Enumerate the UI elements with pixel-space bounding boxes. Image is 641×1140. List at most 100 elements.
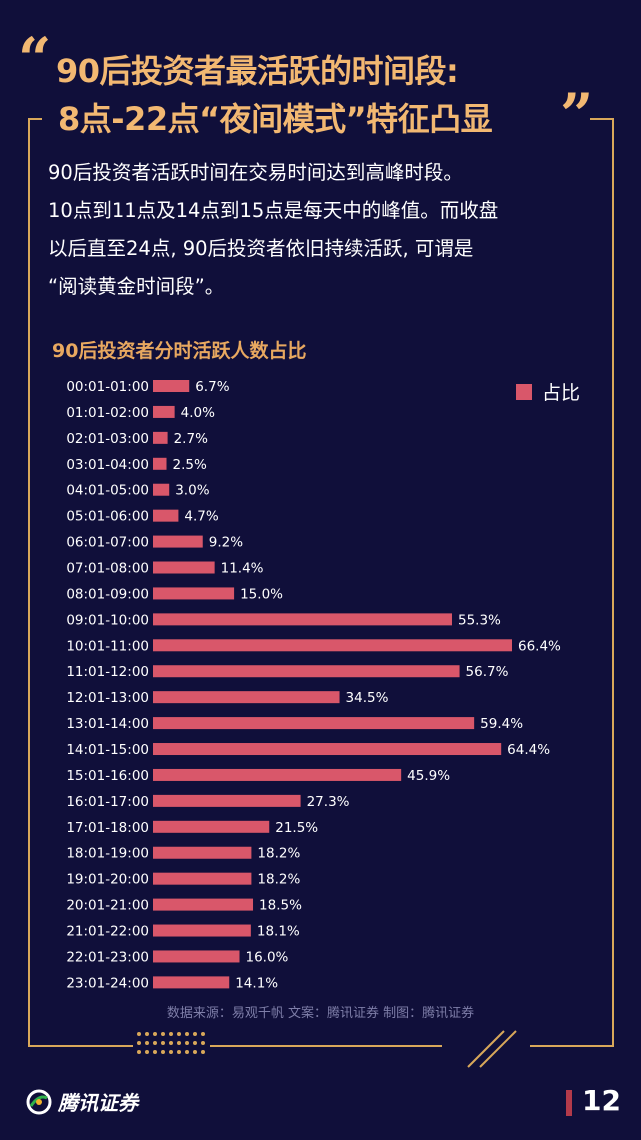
category-label: 11:01-12:00	[66, 664, 149, 680]
title-line-2: 8点-22点“夜间模式”特征凸显	[58, 100, 493, 138]
logo-text: 腾讯证券	[58, 1091, 138, 1115]
description-line: “阅读黄金时间段”。	[48, 275, 225, 298]
category-label: 00:01-01:00	[66, 379, 149, 395]
data-label: 6.7%	[195, 379, 229, 395]
category-label: 03:01-04:00	[66, 457, 149, 473]
bar	[153, 768, 402, 781]
bar	[153, 561, 215, 574]
category-label: 23:01-24:00	[66, 975, 149, 990]
data-label: 4.7%	[184, 509, 218, 525]
category-label: 13:01-14:00	[66, 716, 149, 732]
data-source: 数据来源：易观千帆 文案：腾讯证券 制图：腾讯证券	[166, 1006, 475, 1021]
bar	[153, 820, 270, 833]
data-label: 18.2%	[257, 846, 300, 862]
bar	[153, 483, 170, 496]
category-label: 17:01-18:00	[66, 820, 149, 836]
bar	[153, 380, 190, 392]
bar	[153, 743, 502, 756]
bar	[153, 872, 252, 885]
data-label: 55.3%	[458, 612, 501, 628]
frame-bottom-mid	[210, 1045, 442, 1047]
bar	[153, 457, 167, 470]
tencent-securities-logo-icon	[26, 1089, 52, 1114]
open-quote-mark: “	[18, 25, 52, 93]
bar	[153, 717, 475, 730]
bar	[153, 535, 203, 548]
data-label: 2.7%	[174, 431, 208, 447]
data-label: 4.0%	[181, 405, 215, 421]
category-label: 19:01-20:00	[66, 872, 149, 888]
data-label: 2.5%	[173, 457, 207, 473]
page-number-bar	[566, 1090, 572, 1116]
bar	[153, 405, 175, 418]
chart-title: 90后投资者分时活跃人数占比	[52, 340, 307, 362]
data-label: 66.4%	[518, 638, 561, 654]
bar	[153, 898, 254, 911]
description: 90后投资者活跃时间在交易时间达到高峰时段。 10点到11点及14点到15点是每…	[48, 154, 608, 306]
frame-bottom-right	[530, 1045, 614, 1047]
frame-top-left	[28, 118, 42, 120]
category-label: 08:01-09:00	[66, 586, 149, 602]
description-line: 90后投资者活跃时间在交易时间达到高峰时段。	[48, 161, 463, 184]
bar	[153, 665, 460, 678]
slash-decoration	[467, 1030, 517, 1068]
bar	[153, 431, 168, 444]
category-label: 16:01-17:00	[66, 794, 149, 810]
data-label: 18.2%	[257, 872, 300, 888]
category-label: 10:01-11:00	[66, 638, 149, 654]
data-label: 11.4%	[221, 561, 264, 577]
data-label: 14.1%	[235, 975, 278, 990]
data-label: 3.0%	[175, 483, 209, 499]
data-label: 27.3%	[307, 794, 350, 810]
brand-logo: 腾讯证券	[26, 1087, 138, 1116]
data-label: 64.4%	[507, 742, 550, 758]
data-label: 15.0%	[240, 586, 283, 602]
category-label: 14:01-15:00	[66, 742, 149, 758]
description-line: 10点到11点及14点到15点是每天中的峰值。而收盘	[48, 199, 499, 222]
legend-label: 占比	[542, 382, 581, 404]
close-quote-mark: ”	[560, 81, 594, 149]
category-label: 07:01-08:00	[66, 561, 149, 577]
frame-left	[28, 118, 30, 1045]
bar	[153, 639, 512, 652]
bar	[153, 691, 340, 704]
frame-bottom-left	[28, 1045, 133, 1047]
category-label: 21:01-22:00	[66, 924, 149, 940]
data-label: 59.4%	[480, 716, 523, 732]
data-label: 56.7%	[466, 664, 509, 680]
page-number: 12	[582, 1084, 621, 1117]
data-label: 16.0%	[246, 949, 289, 965]
data-label: 45.9%	[407, 768, 450, 784]
bar	[153, 587, 235, 600]
data-label: 18.5%	[259, 898, 302, 914]
data-label: 21.5%	[275, 820, 318, 836]
description-line: 以后直至24点, 90后投资者依旧持续活跃, 可谓是	[48, 237, 474, 260]
category-label: 22:01-23:00	[66, 949, 149, 965]
bar	[153, 924, 251, 937]
bar	[153, 976, 230, 989]
bar	[153, 509, 179, 522]
category-label: 01:01-02:00	[66, 405, 149, 421]
bar	[153, 613, 452, 626]
category-label: 04:01-05:00	[66, 483, 149, 499]
bar	[153, 794, 301, 807]
data-label: 18.1%	[257, 924, 300, 940]
bar	[153, 846, 252, 859]
category-label: 02:01-03:00	[66, 431, 149, 447]
dot-grid-decoration	[137, 1032, 205, 1054]
bar	[153, 950, 240, 963]
category-label: 20:01-21:00	[66, 898, 149, 914]
category-label: 12:01-13:00	[66, 690, 149, 706]
category-label: 06:01-07:00	[66, 535, 149, 551]
title-line-1: 90后投资者最活跃的时间段:	[56, 52, 459, 90]
bar-chart: 00:01-01:00 6.7% 01:01-02:00 4.0% 02:01-03:0…	[66, 379, 561, 990]
frame-right	[612, 118, 614, 1045]
data-label: 34.5%	[346, 690, 389, 706]
frame-top-right	[590, 118, 614, 120]
category-label: 15:01-16:00	[66, 768, 149, 784]
category-label: 05:01-06:00	[66, 509, 149, 525]
chart-legend: 占比	[516, 378, 580, 405]
legend-swatch	[516, 383, 532, 400]
data-label: 9.2%	[209, 535, 243, 551]
category-label: 18:01-19:00	[66, 846, 149, 862]
